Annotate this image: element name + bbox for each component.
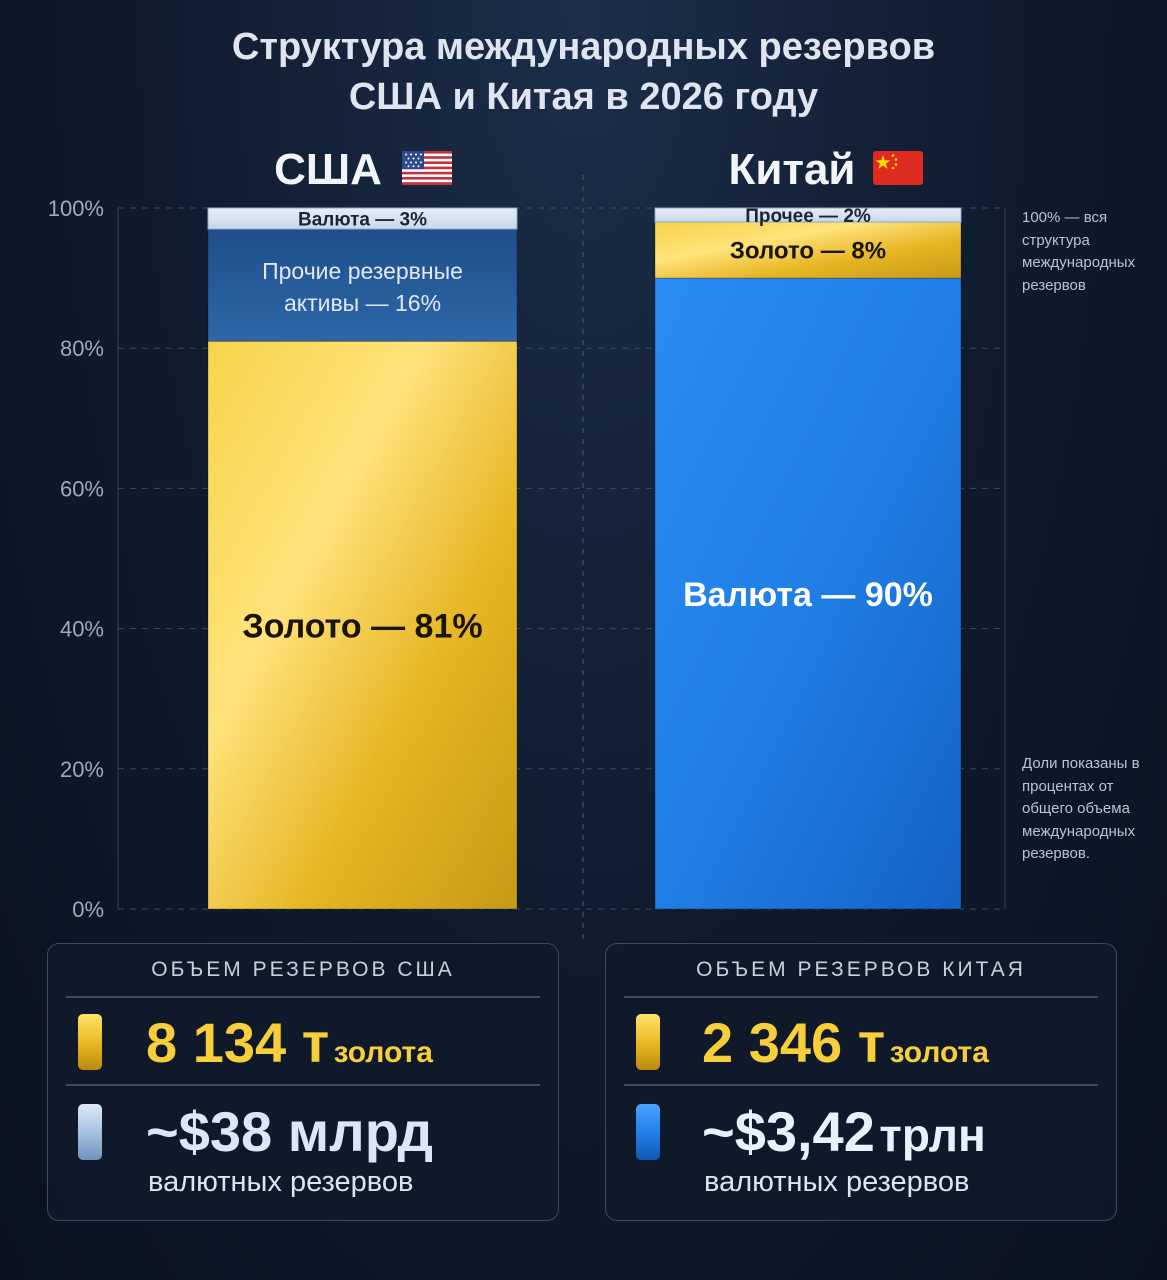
segment-label: Валюта — 3%	[298, 209, 427, 230]
y-axis: 0% 20% 40% 60% 80% 100%	[48, 175, 1006, 940]
y-tick-label: 60%	[60, 476, 104, 501]
bar-segment	[654, 221, 962, 279]
segment-label: активы — 16%	[284, 290, 441, 316]
segment-label: Прочие резервные	[262, 258, 463, 284]
bar-segment	[207, 207, 518, 230]
currency-bar-icon	[78, 1104, 102, 1160]
us-gold-unit: золота	[333, 1036, 433, 1069]
bar-segment	[654, 207, 962, 223]
bar-segment	[207, 340, 518, 910]
cn-gold-unit: золота	[889, 1036, 989, 1069]
bar-us: Золото — 81% Прочие резервные активы — 16%…	[207, 207, 518, 910]
currency-bar-icon	[636, 1104, 660, 1160]
cn-flag-icon	[873, 151, 923, 185]
category-label: Китай	[729, 145, 856, 194]
segment-label: Валюта — 90%	[683, 576, 933, 614]
cn-gold-volume: 2 346 т золота	[702, 1010, 989, 1075]
cn-fx-value: ~$3,42	[702, 1100, 875, 1163]
divider	[66, 996, 540, 998]
bar-cn: Валюта — 90% Золото — 8% Прочее — 2%	[654, 206, 962, 910]
cn-fx-unit: трлн	[879, 1109, 986, 1161]
bar-segment	[654, 277, 962, 910]
segment-label: Золото — 81%	[242, 607, 482, 645]
us-gold-volume: 8 134 т золота	[146, 1010, 433, 1075]
panel-cn-reserves: ОБЪЕМ РЕЗЕРВОВ КИТАЯ 2 346 т золота ~$3,…	[605, 943, 1117, 1221]
y-tick-label: 80%	[60, 336, 104, 361]
panel-us-reserves: ОБЪЕМ РЕЗЕРВОВ США 8 134 т золота ~$38 м…	[47, 943, 559, 1221]
gold-bar-icon	[78, 1014, 102, 1070]
gold-bar-icon	[636, 1014, 660, 1070]
divider	[66, 1084, 540, 1086]
segment-label: Прочее — 2%	[745, 206, 871, 227]
y-tick-label: 100%	[48, 196, 104, 221]
us-fx-volume: ~$38 млрд	[146, 1099, 433, 1164]
chart-title-line-1: Структура международных резервов	[231, 26, 936, 68]
us-fx-caption: валютных резервов	[148, 1166, 414, 1198]
divider	[624, 996, 1098, 998]
panel-us-heading: ОБЪЕМ РЕЗЕРВОВ США	[151, 958, 455, 981]
panel-cn-heading: ОБЪЕМ РЕЗЕРВОВ КИТАЯ	[696, 958, 1026, 981]
cn-gold-value: 2 346 т	[702, 1011, 886, 1074]
note-shares: Доли показаны в процентах от общего объе…	[1022, 755, 1140, 862]
y-tick-label: 20%	[60, 757, 104, 782]
cn-fx-caption: валютных резервов	[704, 1166, 970, 1198]
note-total: 100% — вся структура международных резер…	[1022, 209, 1136, 294]
bars: Золото — 81% Прочие резервные активы — 16%…	[207, 206, 962, 910]
us-gold-value: 8 134 т	[146, 1011, 330, 1074]
us-flag-icon	[402, 151, 452, 185]
stacked-bar-chart: 0% 20% 40% 60% 80% 100% Золото — 81% Прочие ре…	[48, 145, 1006, 940]
cn-fx-volume: ~$3,42 трлн	[702, 1099, 986, 1164]
category-headers: США Китай	[274, 145, 923, 194]
bar-segment	[207, 228, 518, 342]
chart-title: Структура международных резервов США и К…	[0, 22, 1167, 122]
y-tick-label: 40%	[60, 617, 104, 642]
divider	[624, 1084, 1098, 1086]
segment-label: Золото — 8%	[730, 238, 886, 265]
y-tick-label: 0%	[72, 897, 104, 922]
category-label: США	[274, 145, 382, 194]
us-fx-value: ~$38 млрд	[146, 1100, 434, 1163]
chart-title-line-2: США и Китая в 2026 году	[348, 76, 819, 118]
